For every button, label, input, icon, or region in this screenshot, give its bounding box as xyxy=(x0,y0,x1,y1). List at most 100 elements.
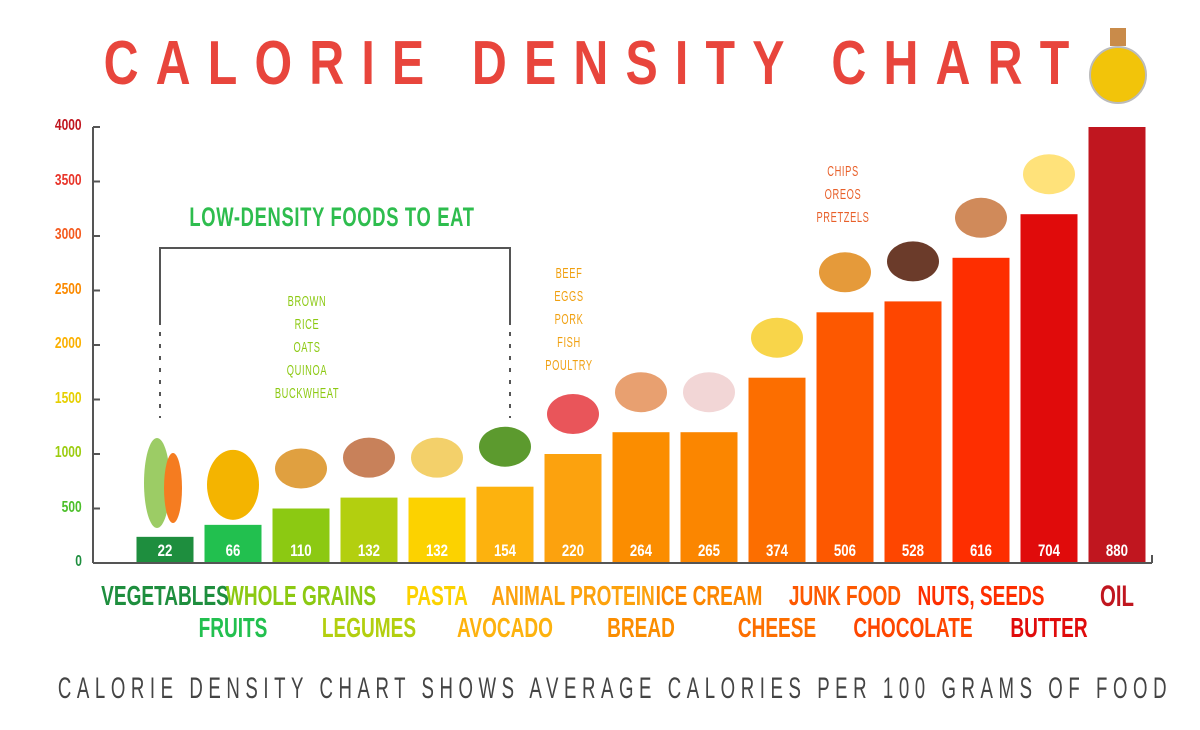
legumes-bowl-icon xyxy=(343,437,395,478)
y-tick-label: 4000 xyxy=(55,117,82,134)
data-label: 132 xyxy=(426,542,448,561)
note-line: QUINOA xyxy=(286,362,328,379)
carrot-icon xyxy=(164,453,182,523)
bar xyxy=(408,497,466,562)
ice-cream-icon xyxy=(683,372,735,413)
data-label: 528 xyxy=(902,542,924,561)
zucchini-carrot-icon xyxy=(144,438,182,528)
bar xyxy=(204,524,262,562)
avocado-icon xyxy=(479,426,531,467)
food-icon xyxy=(275,448,327,489)
category-label: WHOLE GRAINS xyxy=(225,580,377,611)
bar xyxy=(952,257,1010,562)
food-icon xyxy=(343,437,395,478)
data-label: 506 xyxy=(834,542,856,561)
food-icon xyxy=(955,197,1007,238)
category-label: JUNK FOOD xyxy=(788,580,902,611)
note-line: FISH xyxy=(557,334,581,351)
data-label: 132 xyxy=(358,542,380,561)
bar xyxy=(1088,127,1146,562)
food-icon xyxy=(479,426,531,467)
food-icon xyxy=(411,437,463,478)
note-line: PORK xyxy=(554,311,584,328)
food-icon xyxy=(683,372,735,413)
low-density-label: LOW-DENSITY FOODS TO EAT xyxy=(189,202,475,232)
bar xyxy=(612,432,670,562)
oil-bottle-body-icon xyxy=(1089,46,1147,104)
bar xyxy=(748,377,806,562)
junk-food-note: CHIPS OREOS PRETZELS xyxy=(816,160,869,229)
oil-bottle-cork-icon xyxy=(1110,28,1126,46)
butter-icon xyxy=(1023,154,1075,195)
data-label: 265 xyxy=(698,542,721,561)
bar xyxy=(884,301,942,562)
food-icon xyxy=(751,317,803,358)
category-label: LEGUMES xyxy=(321,612,417,643)
category-label: AVOCADO xyxy=(457,612,553,643)
bar xyxy=(340,497,398,562)
data-label: 154 xyxy=(494,542,517,561)
food-icon xyxy=(615,372,667,413)
burger-icon xyxy=(819,252,871,293)
food-icon xyxy=(207,449,259,520)
note-line: CHIPS xyxy=(827,163,859,180)
note-line: OREOS xyxy=(824,186,862,203)
data-label: 66 xyxy=(226,542,241,561)
data-label: 220 xyxy=(562,542,584,561)
almonds-icon xyxy=(955,197,1007,238)
note-line: EGGS xyxy=(554,288,584,305)
note-line: RICE xyxy=(294,316,320,333)
food-icon xyxy=(887,241,939,282)
oil-bottle-icon xyxy=(1089,28,1147,104)
chart-title: CALORIE DENSITY CHART xyxy=(103,29,1087,98)
bar xyxy=(476,486,534,562)
chart-subtitle: CALORIE DENSITY CHART SHOWS AVERAGE CALO… xyxy=(57,672,1173,705)
data-label: 704 xyxy=(1038,542,1061,561)
chocolate-icon xyxy=(887,241,939,282)
bar xyxy=(544,454,602,562)
bar xyxy=(816,312,874,562)
y-tick-label: 0 xyxy=(75,553,82,570)
category-label: CHOCOLATE xyxy=(853,612,973,643)
animal-protein-note: BEEF EGGS PORK FISH POULTRY xyxy=(545,262,592,377)
y-tick-label: 500 xyxy=(61,498,82,516)
category-label: PASTA xyxy=(406,580,468,611)
food-icon xyxy=(819,252,871,293)
category-label: VEGETABLES xyxy=(101,580,229,611)
note-line: BUCKWHEAT xyxy=(274,385,340,402)
data-label: 110 xyxy=(290,542,311,561)
whole-grains-note: BROWN RICE OATS QUINOA BUCKWHEAT xyxy=(275,290,339,405)
y-tick-label: 1000 xyxy=(55,444,82,461)
category-label: NUTS, SEEDS xyxy=(917,580,1045,611)
category-label: CHEESE xyxy=(737,612,817,643)
y-tick-label: 2000 xyxy=(55,335,82,352)
bar xyxy=(136,536,194,562)
note-line: BROWN xyxy=(287,293,327,310)
bar xyxy=(1020,214,1078,562)
bar xyxy=(272,508,330,562)
note-line: OATS xyxy=(293,339,321,356)
data-label: 374 xyxy=(766,542,789,561)
category-label: ICE CREAM xyxy=(655,580,763,611)
bread-icon xyxy=(615,372,667,413)
low-density-bracket xyxy=(159,247,511,325)
category-label: BREAD xyxy=(607,612,675,643)
data-label: 264 xyxy=(630,542,653,561)
cheese-icon xyxy=(751,317,803,358)
note-line: POULTRY xyxy=(545,357,593,374)
food-icon xyxy=(1023,154,1075,195)
category-label: OIL xyxy=(1100,580,1134,613)
data-label: 22 xyxy=(158,542,173,561)
bar xyxy=(680,432,738,562)
food-icon xyxy=(547,394,599,434)
pineapple-icon xyxy=(207,449,259,520)
y-tick-label: 3000 xyxy=(55,226,82,243)
category-label: FRUITS xyxy=(198,612,268,643)
note-line: BEEF xyxy=(555,265,583,282)
y-tick-label: 1500 xyxy=(55,389,82,407)
category-label: BUTTER xyxy=(1010,612,1088,643)
category-label: ANIMAL PROTEIN xyxy=(491,580,655,611)
meat-eggs-icon xyxy=(547,394,599,434)
